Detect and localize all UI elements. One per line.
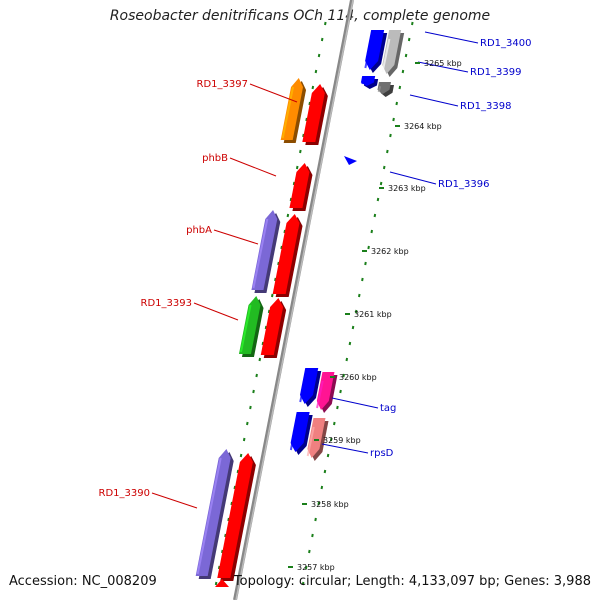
label-rd1-3400: RD1_3400 [480, 38, 531, 49]
tick-label: 3262 kbp [371, 247, 409, 256]
tick-label: 3263 kbp [388, 184, 426, 193]
gene-fragment [215, 579, 229, 587]
gene-rd1-3397 [302, 84, 328, 145]
label-rd1-3396: RD1_3396 [438, 179, 489, 190]
gene-tag [299, 368, 322, 407]
genome-backbone-highlight [235, 0, 354, 600]
label-rd1-3393: RD1_3393 [141, 298, 192, 309]
cog-rpsd [306, 418, 329, 461]
cog-rd1-3398 [377, 82, 395, 97]
cog-rd1-3393 [238, 296, 264, 357]
gene-rpsd [289, 412, 313, 455]
label-rd1-3399: RD1_3399 [470, 67, 521, 78]
cog-tag [316, 372, 338, 413]
cog-rd1-3390 [195, 449, 234, 579]
left-ruler-dashes [214, 21, 327, 586]
gene-rd1-3390 [217, 453, 256, 581]
accession-text: Accession: NC_008209 [9, 574, 157, 589]
label-rpsd: rpsD [370, 448, 394, 459]
cog-rd1-3397 [280, 78, 307, 143]
cog-phba [251, 210, 281, 293]
genome-backbone [233, 0, 354, 600]
label-leaders [151, 31, 479, 509]
cog-rd1-3399 [381, 30, 405, 77]
tick-label: 3259 kbp [323, 436, 361, 445]
tick-label: 3265 kbp [424, 59, 462, 68]
gene-arrows [195, 30, 405, 587]
topology-text: Topology: circular; Length: 4,133,097 bp… [233, 574, 591, 589]
gene-phba [272, 214, 303, 297]
label-tag: tag [380, 403, 396, 414]
genome-title: Roseobacter denitrificans OCh 114, compl… [109, 8, 491, 24]
label-rd1-3398: RD1_3398 [460, 101, 511, 112]
label-phbb: phbB [202, 153, 228, 164]
gene-labels: RD1_3397 phbB phbA RD1_3393 RD1_3390 RD1_3400… [99, 38, 532, 499]
gene-rd1-3396 [344, 156, 357, 165]
gene-phbb [289, 163, 313, 211]
label-rd1-3390: RD1_3390 [99, 488, 150, 499]
tick-label: 3257 kbp [297, 563, 335, 572]
gene-rd1-3398 [360, 76, 379, 89]
kbp-tick-labels: 3265 kbp 3264 kbp 3263 kbp 3262 kbp 3261 kbp… [288, 59, 462, 572]
label-rd1-3397: RD1_3397 [197, 79, 248, 90]
gene-rd1-3393 [260, 298, 287, 358]
label-phba: phbA [186, 225, 212, 236]
tick-label: 3261 kbp [354, 310, 392, 319]
gene-rd1-3400 [364, 30, 388, 73]
tick-label: 3260 kbp [339, 373, 377, 382]
tick-label: 3264 kbp [404, 122, 442, 131]
right-ruler-dashes [301, 21, 414, 586]
tick-label: 3258 kbp [311, 500, 349, 509]
